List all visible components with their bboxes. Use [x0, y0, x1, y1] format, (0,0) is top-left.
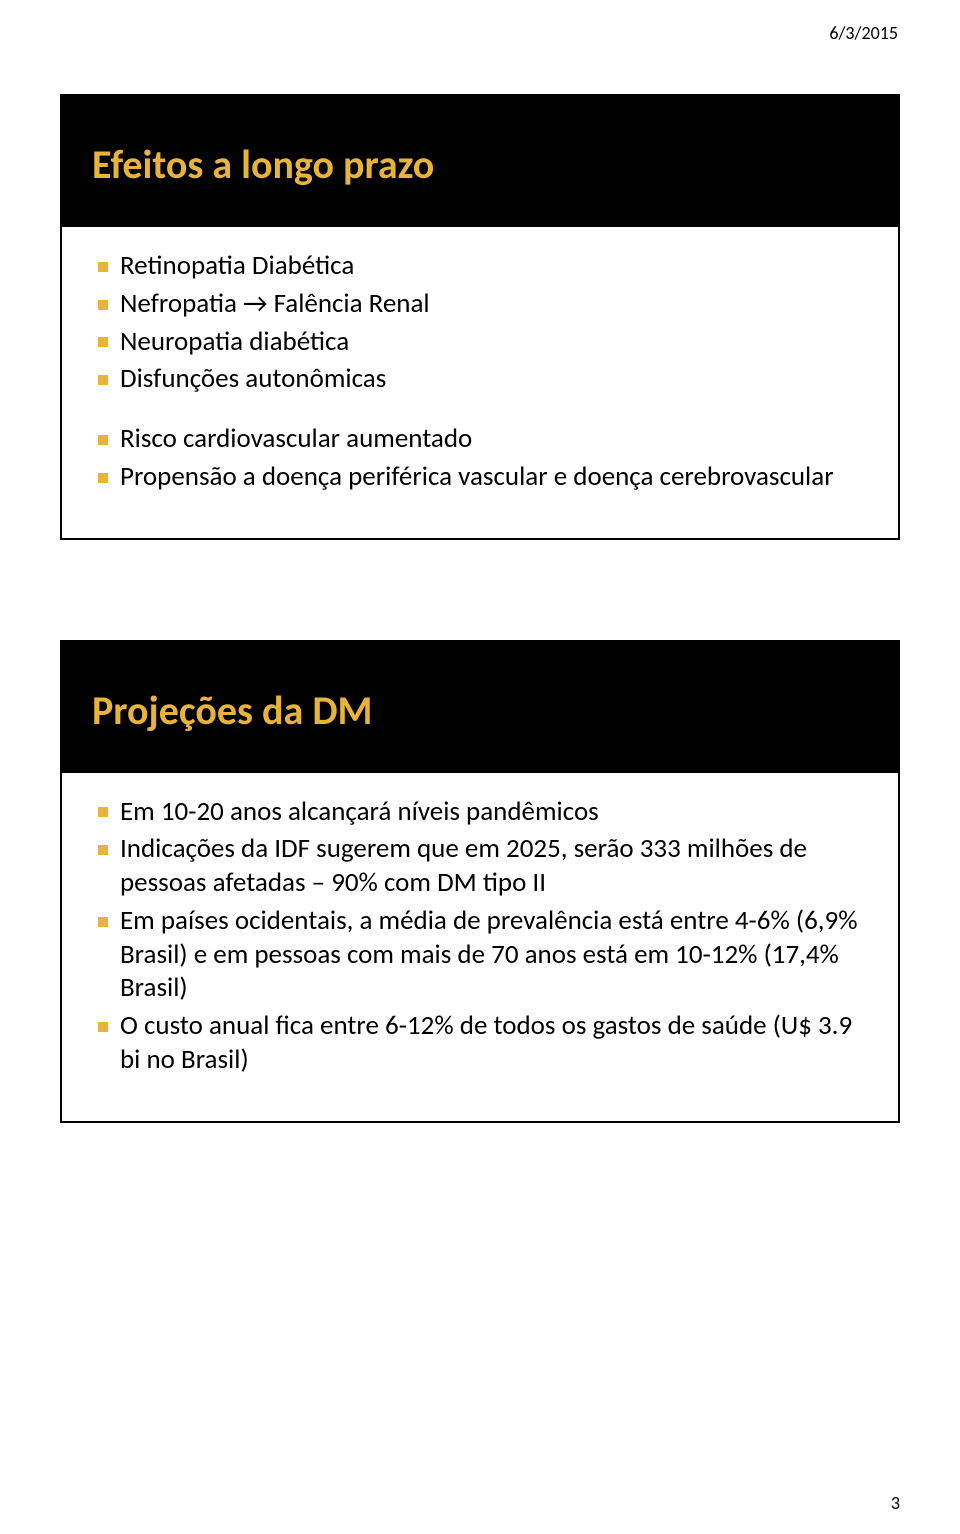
- slide-1-title-bar: Efeitos a longo prazo: [62, 96, 898, 227]
- group-spacer: [92, 400, 870, 422]
- slide-2-body: Em 10-20 anos alcançará níveis pandêmico…: [62, 773, 898, 1121]
- footer-page-number: 3: [891, 1492, 900, 1514]
- slide-2-group-1: Em 10-20 anos alcançará níveis pandêmico…: [92, 795, 870, 1077]
- list-item: Risco cardiovascular aumentado: [92, 422, 870, 456]
- slide-1: Efeitos a longo prazo Retinopatia Diabét…: [60, 94, 900, 540]
- slide-1-title: Efeitos a longo prazo: [92, 140, 868, 189]
- slide-2-title: Projeções da DM: [92, 686, 868, 735]
- header-date: 6/3/2015: [60, 22, 900, 44]
- slide-1-group-2: Risco cardiovascular aumentado Propensão…: [92, 422, 870, 494]
- slide-2: Projeções da DM Em 10-20 anos alcançará …: [60, 640, 900, 1123]
- list-item: Nefropatia → Falência Renal: [92, 287, 870, 321]
- list-item: Indicações da IDF sugerem que em 2025, s…: [92, 832, 870, 900]
- list-item: Disfunções autonômicas: [92, 362, 870, 396]
- list-item: O custo anual fica entre 6-12% de todos …: [92, 1009, 870, 1077]
- slide-1-group-1: Retinopatia Diabética Nefropatia → Falên…: [92, 249, 870, 396]
- list-item: Em 10-20 anos alcançará níveis pandêmico…: [92, 795, 870, 829]
- list-item: Neuropatia diabética: [92, 325, 870, 359]
- slide-1-body: Retinopatia Diabética Nefropatia → Falên…: [62, 227, 898, 538]
- page-container: 6/3/2015 Efeitos a longo prazo Retinopat…: [0, 0, 960, 1534]
- list-item: Retinopatia Diabética: [92, 249, 870, 283]
- list-item: Em países ocidentais, a média de prevalê…: [92, 904, 870, 1005]
- list-item: Propensão a doença periférica vascular e…: [92, 460, 870, 494]
- slide-2-title-bar: Projeções da DM: [62, 642, 898, 773]
